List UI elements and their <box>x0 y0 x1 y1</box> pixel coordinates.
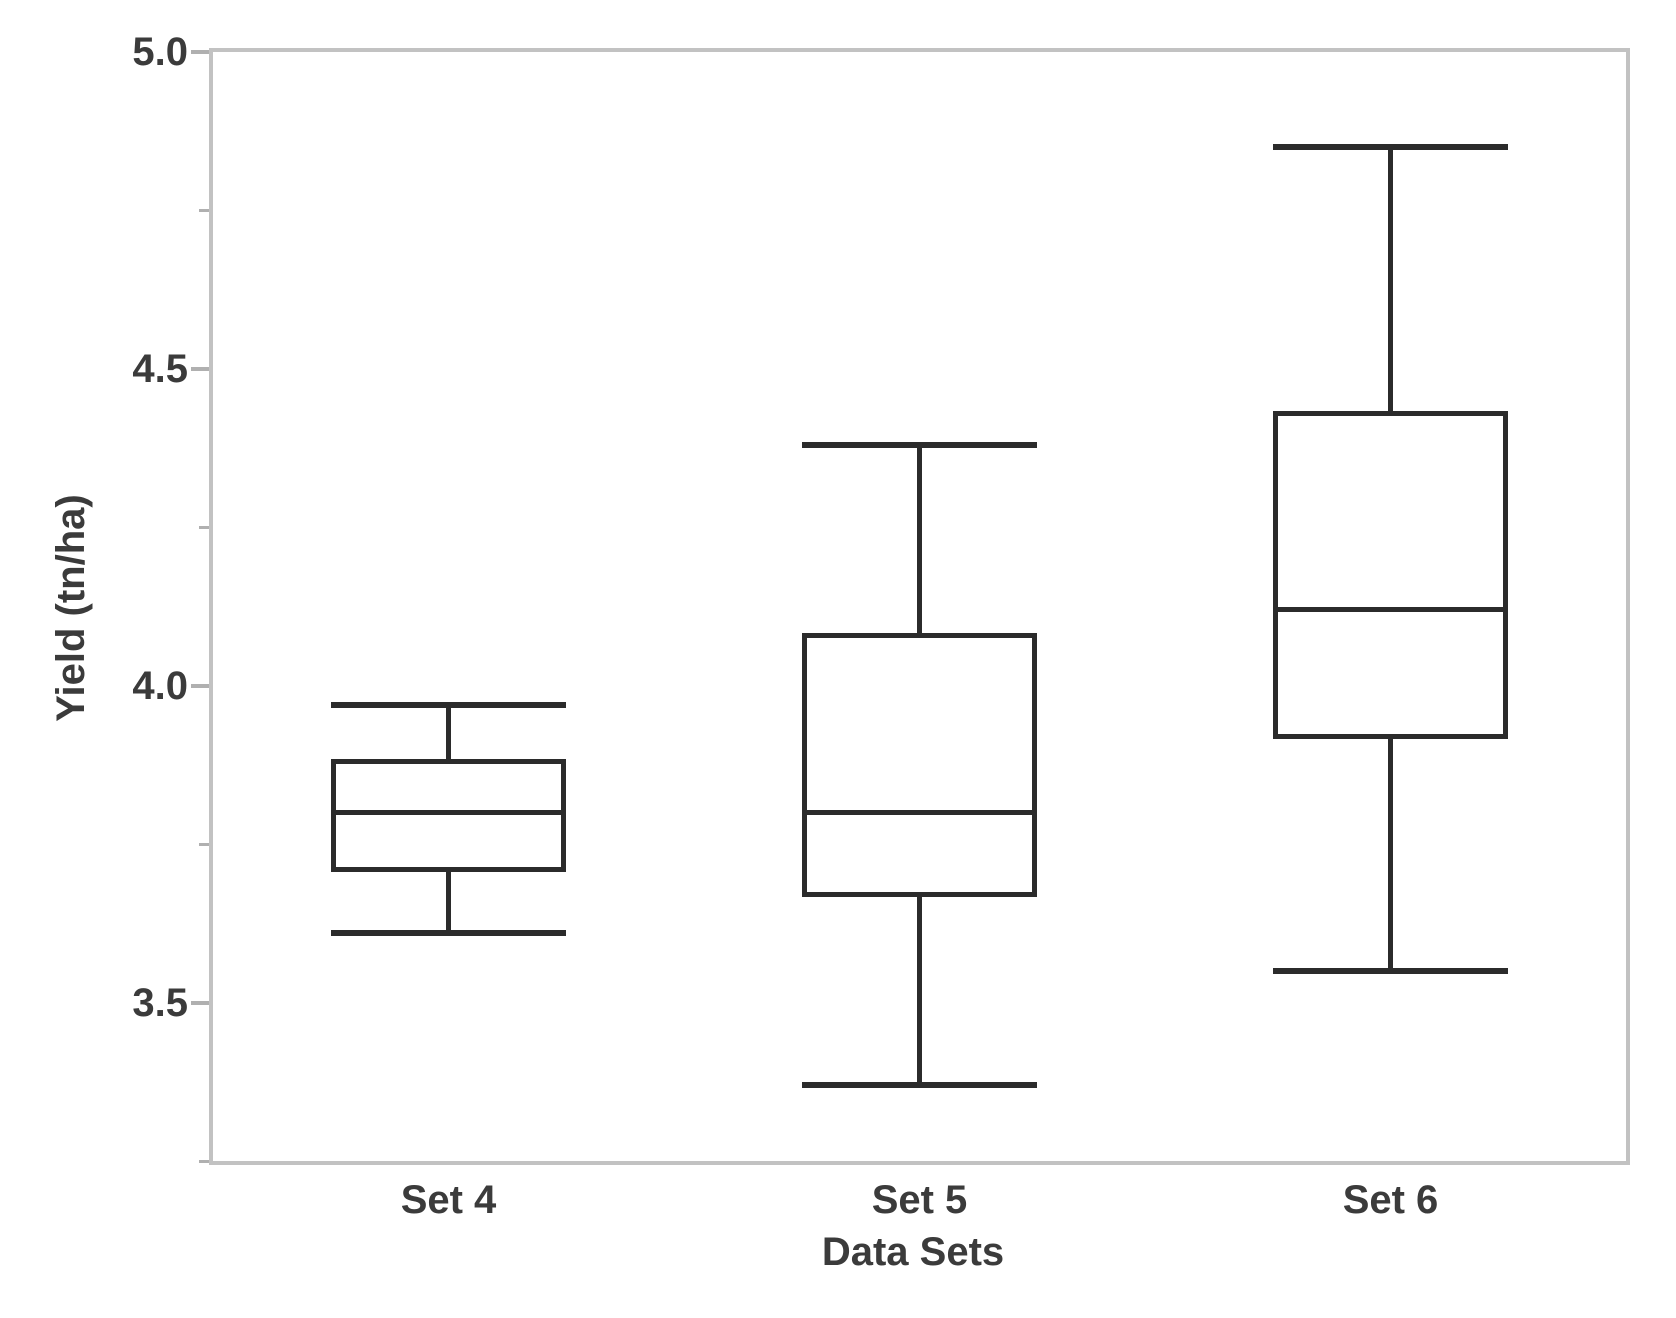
y-tick-label: 5.0 <box>132 30 188 74</box>
y-minor-tick <box>199 1159 209 1163</box>
y-tick-label: 4.0 <box>132 663 188 708</box>
y-major-tick <box>191 683 209 688</box>
median-line <box>335 809 562 815</box>
y-minor-tick <box>199 842 209 846</box>
plot-layer <box>213 52 1626 1161</box>
x-category-label: Set 5 <box>871 1178 968 1222</box>
whisker-bottom-cap <box>330 929 567 936</box>
whisker-top-line <box>917 444 922 635</box>
whisker-top-cap <box>330 701 567 708</box>
whisker-top-line <box>1388 147 1393 414</box>
y-major-tick <box>191 1000 209 1005</box>
whisker-bottom-line <box>917 894 922 1085</box>
iqr-box <box>330 759 567 872</box>
whisker-bottom-cap <box>801 1081 1038 1088</box>
whisker-top-cap <box>1272 144 1509 151</box>
y-minor-tick <box>199 525 209 529</box>
whisker-bottom-line <box>1388 736 1393 971</box>
y-minor-tick <box>199 208 209 212</box>
whisker-top-cap <box>801 441 1038 448</box>
x-category-label: Set 4 <box>400 1178 497 1222</box>
y-axis-title: Yield (tn/ha) <box>49 494 93 722</box>
y-tick-label: 3.5 <box>132 980 188 1025</box>
median-line <box>1277 607 1504 613</box>
median-line <box>806 809 1033 815</box>
iqr-box <box>801 632 1038 898</box>
y-tick-label: 4.5 <box>132 346 188 391</box>
x-category-label: Set 6 <box>1342 1178 1439 1222</box>
whisker-top-line <box>446 704 451 762</box>
whisker-bottom-line <box>446 869 451 933</box>
iqr-box <box>1272 410 1509 739</box>
plot-area <box>209 48 1630 1165</box>
whisker-bottom-cap <box>1272 967 1509 974</box>
y-major-tick <box>191 50 209 54</box>
y-major-tick <box>191 366 209 371</box>
x-axis-title: Data Sets <box>821 1230 1005 1274</box>
